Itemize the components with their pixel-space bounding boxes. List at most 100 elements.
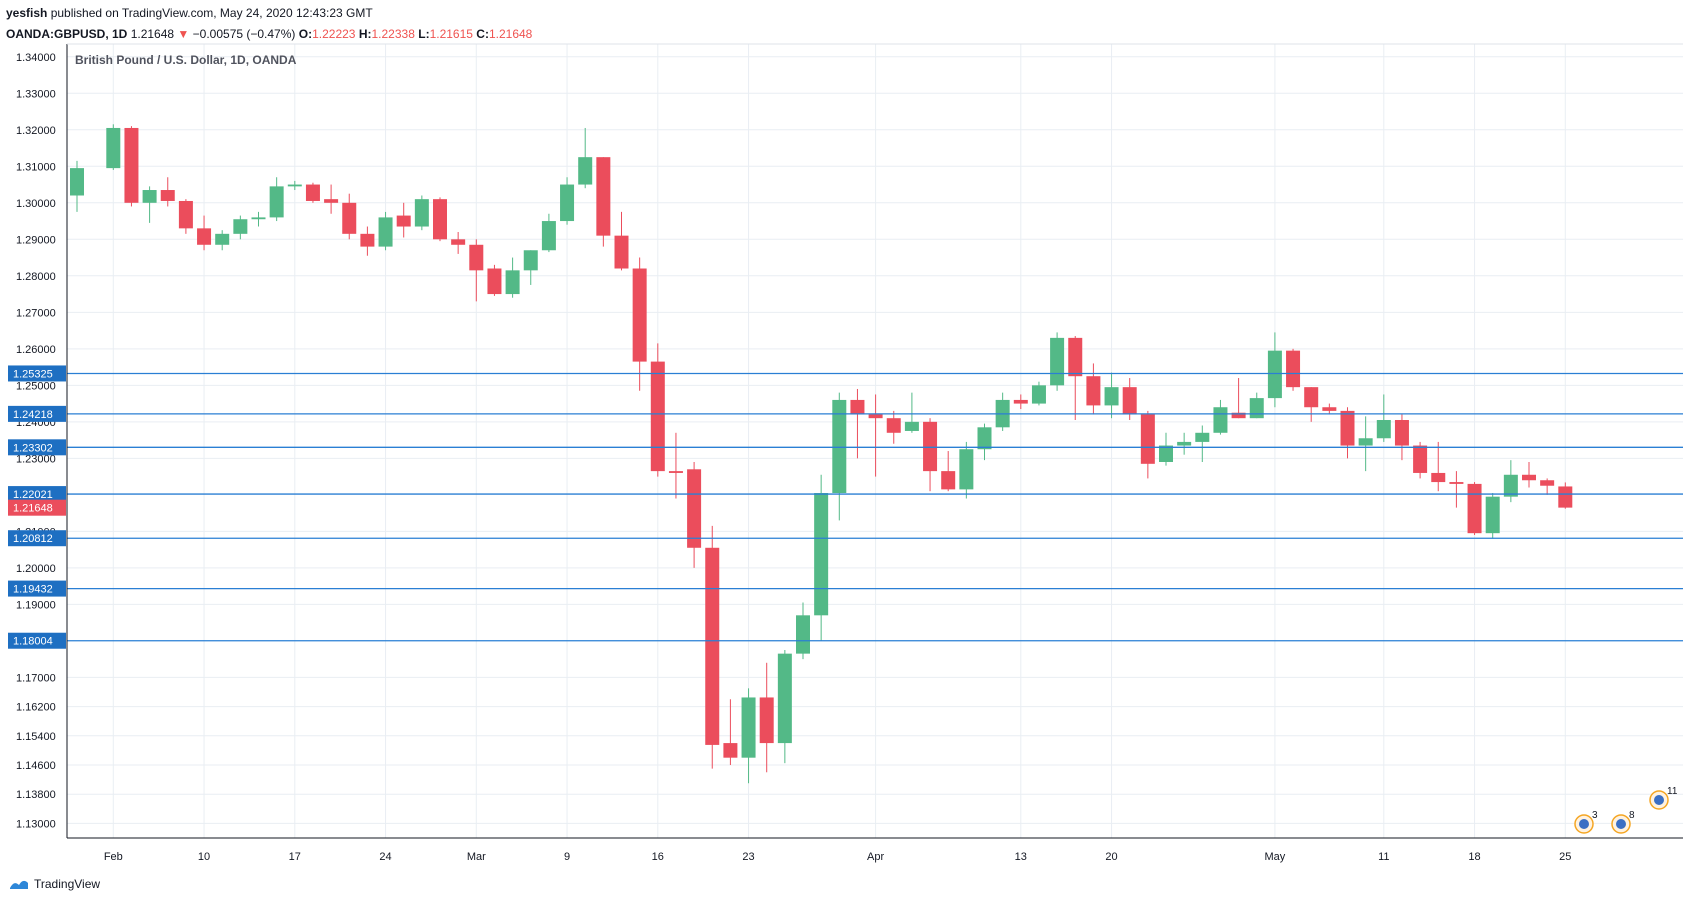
candle-body[interactable]: [796, 615, 810, 654]
candle-body[interactable]: [1159, 445, 1173, 462]
x-tick-label: 18: [1468, 851, 1480, 863]
candle-body[interactable]: [142, 190, 157, 203]
candle-body[interactable]: [1358, 438, 1373, 446]
candle-body[interactable]: [1304, 387, 1319, 408]
candle-body[interactable]: [596, 157, 611, 236]
candle-body[interactable]: [1503, 474, 1518, 497]
close-label: C:: [476, 27, 489, 41]
candle-body[interactable]: [904, 421, 919, 431]
candle-body[interactable]: [886, 418, 901, 433]
candle-body[interactable]: [578, 157, 593, 185]
candle-body[interactable]: [1467, 483, 1482, 534]
candle-body[interactable]: [1413, 445, 1428, 473]
candle-body[interactable]: [287, 184, 302, 187]
candle-body[interactable]: [759, 697, 774, 744]
candle-body[interactable]: [1558, 486, 1573, 508]
candle-body[interactable]: [70, 168, 84, 196]
candle-body[interactable]: [868, 414, 883, 419]
candle-body[interactable]: [1322, 407, 1337, 411]
candle-body[interactable]: [541, 221, 556, 251]
candle-body[interactable]: [977, 427, 992, 450]
candle-body[interactable]: [215, 233, 230, 245]
candle-body[interactable]: [941, 471, 956, 490]
candle-body[interactable]: [560, 184, 575, 222]
candle-body[interactable]: [1449, 482, 1464, 484]
brand-name[interactable]: TradingView: [34, 877, 101, 891]
candle-body[interactable]: [1213, 407, 1228, 433]
candle-body[interactable]: [451, 239, 466, 245]
candle-body[interactable]: [1050, 337, 1065, 386]
high-label: H:: [358, 27, 372, 41]
x-tick-label: 23: [742, 851, 754, 863]
candle-body[interactable]: [687, 469, 702, 548]
candle-body[interactable]: [1177, 441, 1192, 446]
price-line-badge: [8, 439, 66, 456]
open-label: O:: [298, 27, 313, 41]
candle-body[interactable]: [923, 421, 938, 472]
candle-body[interactable]: [396, 215, 411, 227]
publisher-line: yesfish published on TradingView.com, Ma…: [6, 5, 1666, 21]
candle-body[interactable]: [1086, 376, 1101, 406]
candle-body[interactable]: [814, 493, 829, 616]
candle-body[interactable]: [832, 399, 847, 494]
candle-body[interactable]: [650, 361, 665, 472]
candle-body[interactable]: [1140, 414, 1155, 464]
candle-body[interactable]: [160, 190, 175, 201]
candle-body[interactable]: [342, 202, 357, 234]
candle-body[interactable]: [197, 228, 212, 245]
candle-body[interactable]: [124, 127, 139, 203]
candle-body[interactable]: [469, 244, 484, 271]
candle-body[interactable]: [1249, 398, 1264, 419]
candle-body[interactable]: [414, 199, 429, 227]
y-tick-label: 1.16200: [16, 702, 56, 714]
y-tick-label: 1.26000: [16, 344, 56, 356]
candle-body[interactable]: [777, 653, 792, 744]
candle-body[interactable]: [360, 233, 375, 247]
candle-body[interactable]: [1195, 432, 1210, 442]
candle-body[interactable]: [1286, 350, 1301, 388]
price-line-badge: [8, 486, 66, 503]
candle-body[interactable]: [1340, 410, 1355, 446]
candle-body[interactable]: [1013, 399, 1028, 404]
candle-body[interactable]: [614, 235, 629, 269]
candle-body[interactable]: [233, 219, 248, 234]
y-tick-label: 1.14600: [16, 760, 56, 772]
candle-body[interactable]: [850, 399, 865, 415]
candle-body[interactable]: [505, 270, 520, 295]
event-count: 8: [1629, 810, 1635, 821]
candle-body[interactable]: [1540, 480, 1555, 486]
candle-body[interactable]: [324, 199, 339, 203]
candle-body[interactable]: [723, 743, 738, 758]
candle-body[interactable]: [178, 200, 193, 229]
candle-body[interactable]: [632, 268, 647, 362]
candle-body[interactable]: [1431, 472, 1446, 483]
x-tick-label: Mar: [467, 851, 486, 863]
candle-body[interactable]: [1485, 496, 1500, 534]
candle-body[interactable]: [378, 217, 393, 247]
candle-body[interactable]: [305, 184, 320, 201]
candle-body[interactable]: [959, 449, 974, 490]
candle-body[interactable]: [1394, 420, 1409, 446]
candle-body[interactable]: [1231, 412, 1246, 419]
candle-body[interactable]: [433, 199, 447, 240]
candle-body[interactable]: [1522, 474, 1536, 481]
candle-body[interactable]: [106, 127, 121, 169]
flag-dot-icon: [1616, 819, 1626, 829]
candle-body[interactable]: [1376, 420, 1391, 439]
candle-body[interactable]: [741, 697, 756, 758]
candle-body[interactable]: [523, 250, 538, 271]
candle-body[interactable]: [269, 186, 284, 218]
price-line-label: 1.24218: [13, 409, 53, 421]
candle-body[interactable]: [1267, 350, 1282, 399]
chart-frame: [66, 43, 1683, 839]
author-name[interactable]: yesfish: [6, 6, 48, 20]
candle-body[interactable]: [487, 268, 502, 295]
candle-body[interactable]: [1104, 387, 1119, 406]
candle-body[interactable]: [1031, 385, 1046, 404]
candle-body[interactable]: [1122, 387, 1137, 415]
candle-body[interactable]: [668, 471, 683, 473]
candle-body[interactable]: [705, 547, 720, 745]
candle-body[interactable]: [251, 217, 266, 220]
candle-body[interactable]: [1068, 337, 1083, 377]
